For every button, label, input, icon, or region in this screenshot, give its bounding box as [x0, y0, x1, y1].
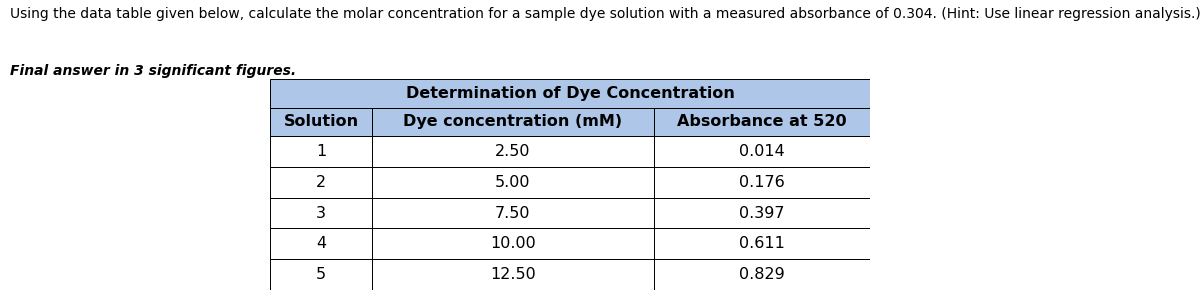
Text: 10.00: 10.00	[490, 236, 536, 251]
Text: Final answer in 3 significant figures.: Final answer in 3 significant figures.	[10, 64, 295, 79]
Bar	[270, 229, 372, 259]
Bar	[270, 108, 372, 136]
Text: 5.00: 5.00	[496, 175, 530, 190]
Text: 0.829: 0.829	[739, 267, 785, 282]
Bar	[270, 136, 372, 167]
Text: Absorbance at 520: Absorbance at 520	[677, 114, 847, 129]
Bar	[654, 136, 870, 167]
Text: 12.50: 12.50	[490, 267, 536, 282]
Text: 2: 2	[316, 175, 326, 190]
Bar	[654, 229, 870, 259]
Bar	[372, 198, 654, 229]
Bar	[372, 167, 654, 198]
Text: 1: 1	[316, 144, 326, 159]
Bar	[270, 167, 372, 198]
Text: 0.014: 0.014	[739, 144, 785, 159]
Bar	[372, 259, 654, 290]
Text: 0.176: 0.176	[739, 175, 785, 190]
Bar	[372, 136, 654, 167]
Bar	[270, 198, 372, 229]
Bar	[654, 259, 870, 290]
Text: Determination of Dye Concentration: Determination of Dye Concentration	[406, 86, 734, 101]
Bar	[654, 108, 870, 136]
Bar	[270, 79, 870, 108]
Bar	[270, 259, 372, 290]
Bar	[372, 229, 654, 259]
Text: 7.50: 7.50	[496, 206, 530, 221]
Text: 0.611: 0.611	[739, 236, 785, 251]
Text: Solution: Solution	[283, 114, 359, 129]
Text: 5: 5	[316, 267, 326, 282]
Text: Dye concentration (mM): Dye concentration (mM)	[403, 114, 623, 129]
Text: Using the data table given below, calculate the molar concentration for a sample: Using the data table given below, calcul…	[10, 7, 1200, 21]
Text: 4: 4	[316, 236, 326, 251]
Text: 0.397: 0.397	[739, 206, 785, 221]
Bar	[654, 167, 870, 198]
Bar	[372, 108, 654, 136]
Text: 3: 3	[316, 206, 326, 221]
Text: 2.50: 2.50	[496, 144, 530, 159]
Bar	[654, 198, 870, 229]
